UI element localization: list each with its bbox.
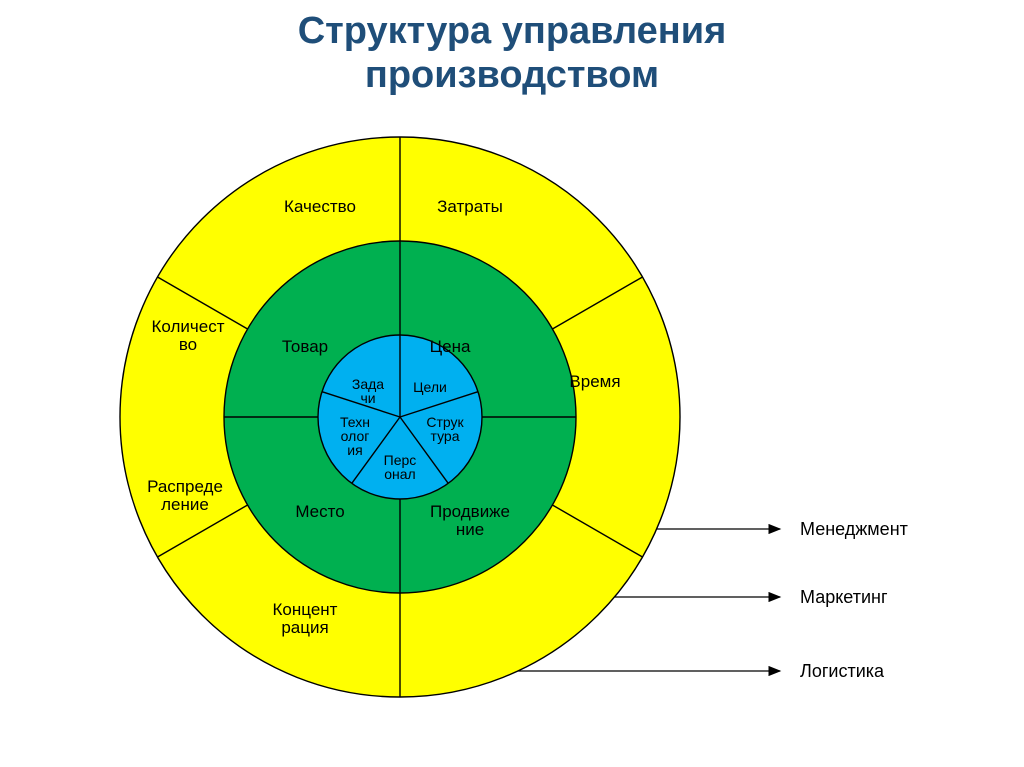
outer-label-3: Концентрация	[273, 600, 338, 637]
middle-label-0: Цена	[430, 337, 471, 356]
inner-label-0: Цели	[413, 379, 447, 395]
legend-label-1: Маркетинг	[800, 587, 888, 607]
title-line-1: Структура управления	[298, 10, 727, 52]
inner-label-2: Персонал	[384, 452, 417, 482]
concentric-diagram: ЗатратыВремяКонцентрацияРаспределениеКол…	[0, 97, 1024, 737]
middle-label-3: Товар	[282, 337, 328, 356]
outer-label-0: Затраты	[437, 197, 503, 216]
outer-label-6: Качество	[284, 197, 356, 216]
diagram-stage: ЗатратыВремяКонцентрацияРаспределениеКол…	[0, 97, 1024, 737]
outer-label-1: Время	[569, 372, 620, 391]
title-line-2: производством	[365, 54, 659, 96]
page-title: Структура управления производством	[0, 0, 1024, 97]
legend-label-2: Логистика	[800, 661, 885, 681]
legend-label-0: Менеджмент	[800, 519, 908, 539]
middle-label-2: Место	[295, 502, 344, 521]
inner-label-1: Структура	[426, 414, 464, 444]
